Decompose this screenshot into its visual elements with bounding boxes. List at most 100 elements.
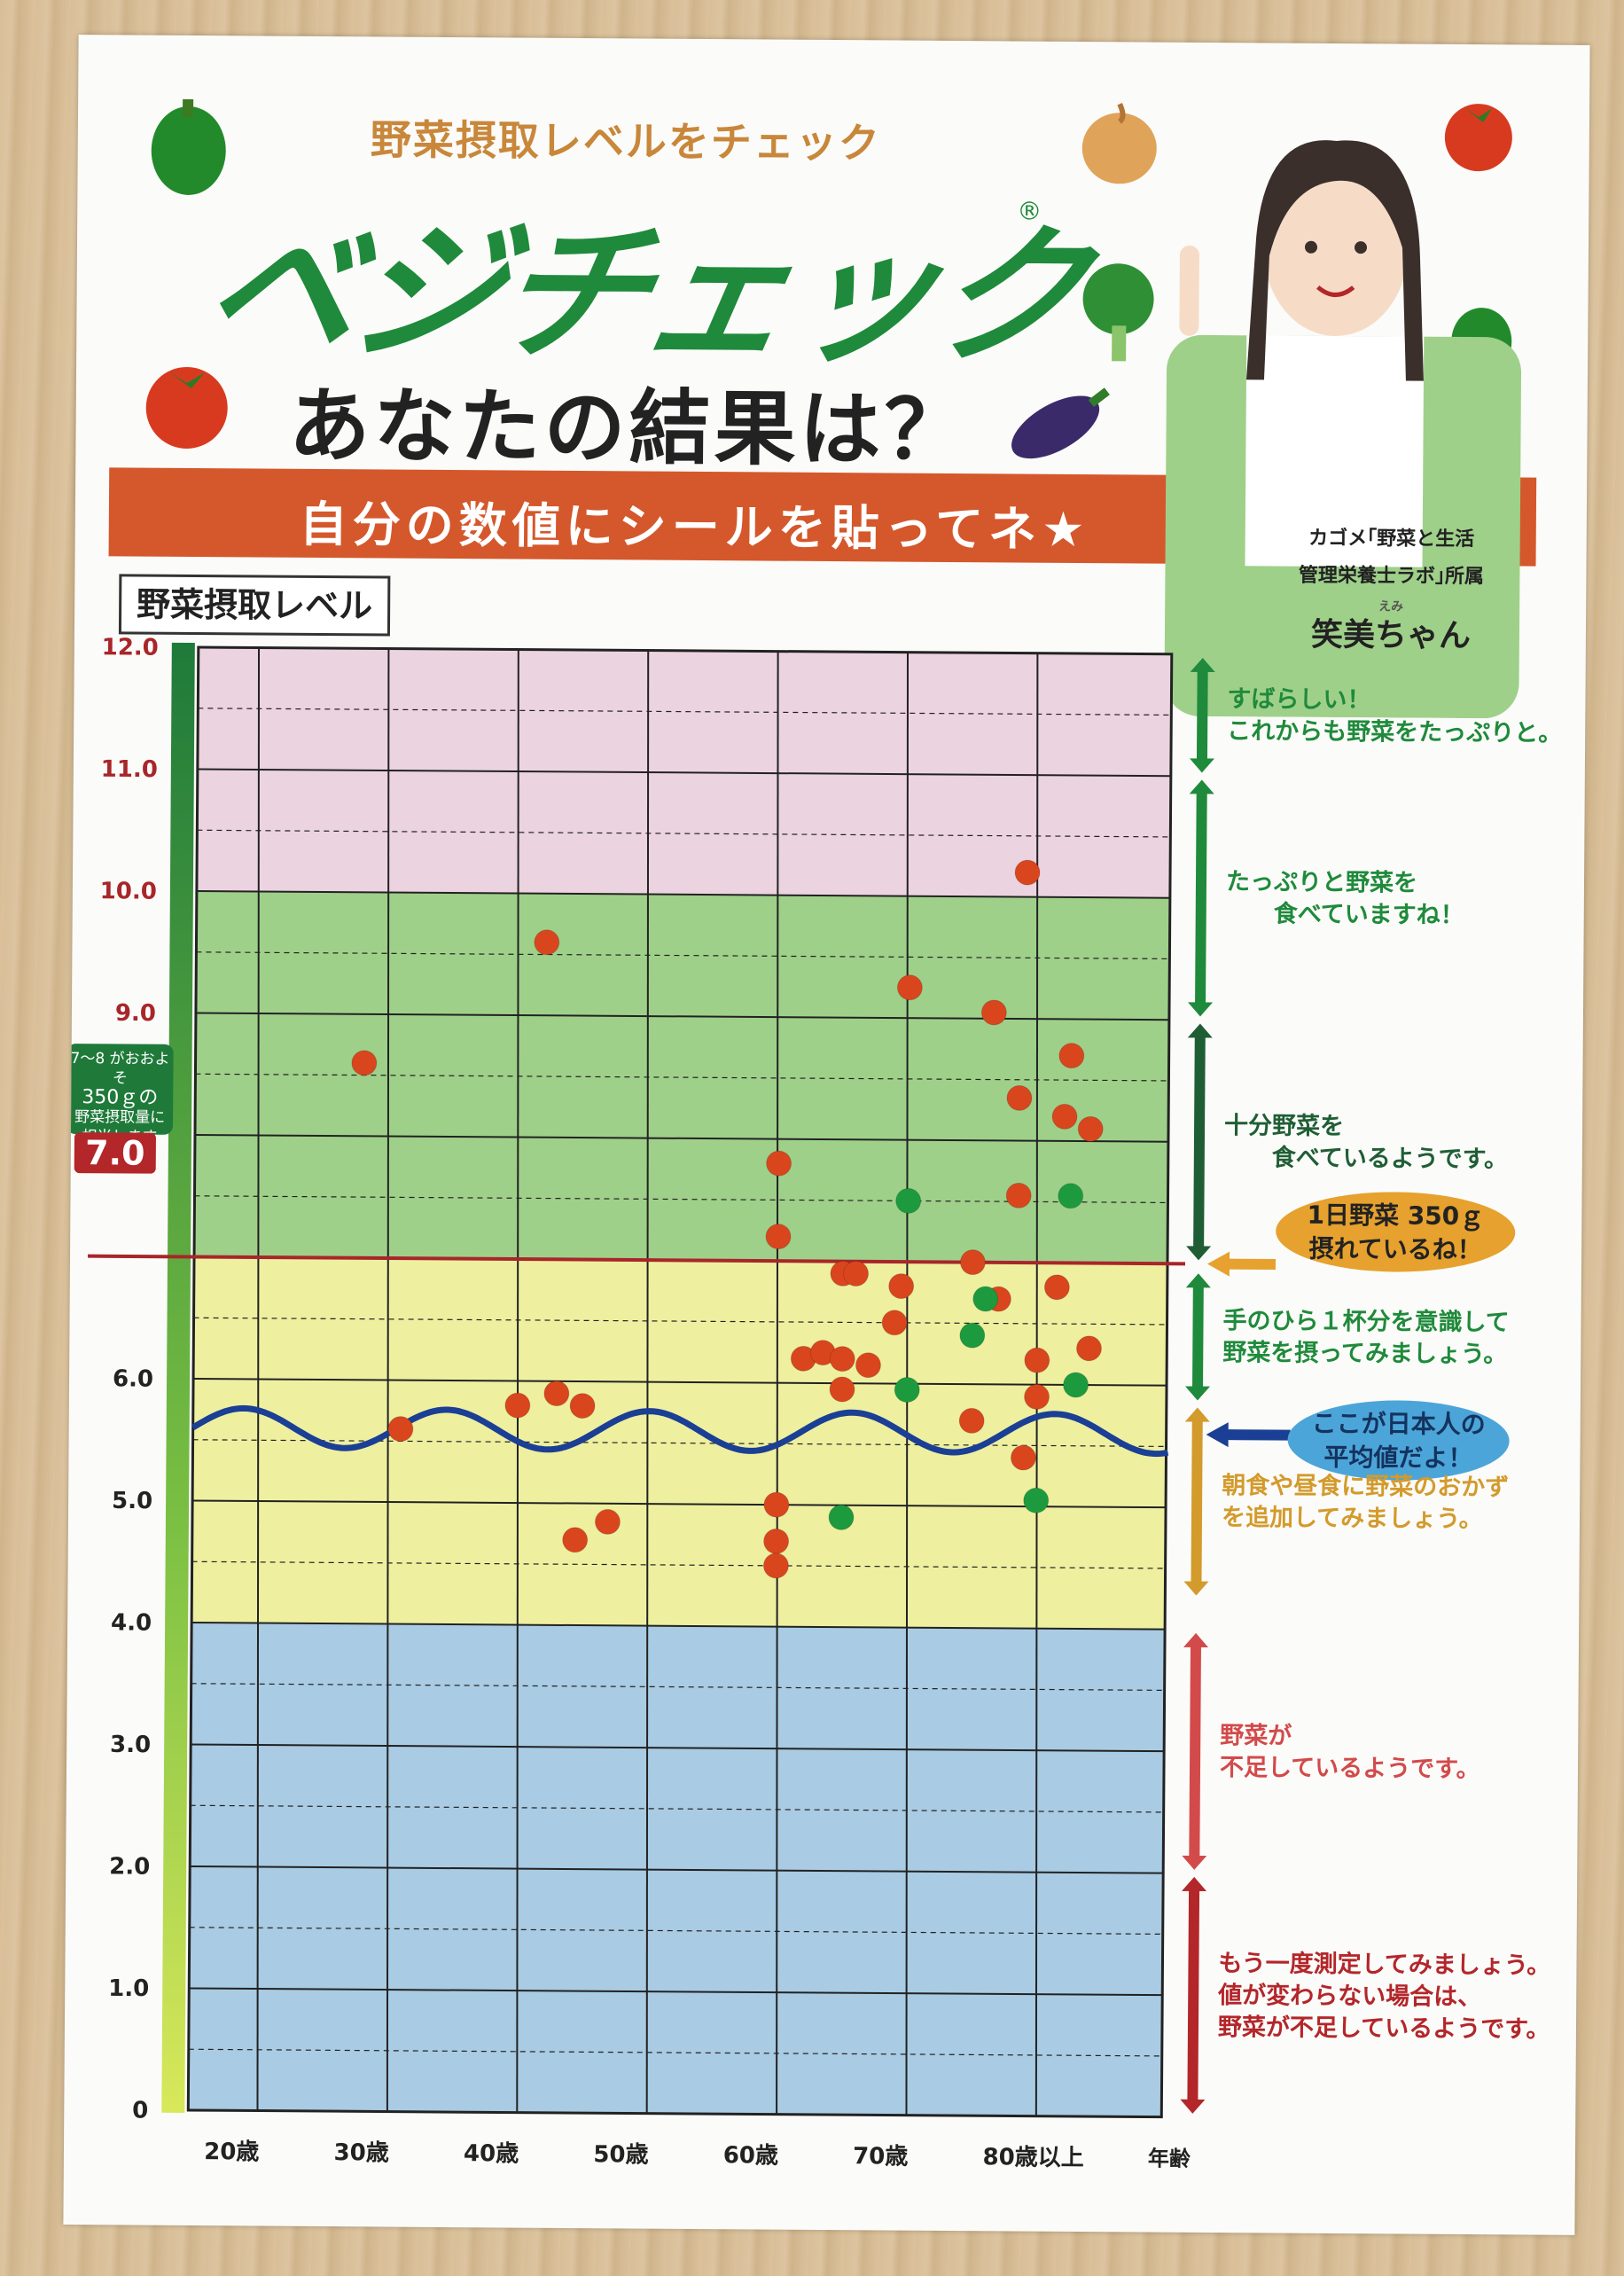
onion-icon [1081,103,1157,184]
sticker-dot [1075,1335,1102,1362]
grid-line-horizontal [189,1927,1163,1936]
x-tick-label: 70歳 [853,2143,908,2170]
sticker-dot [543,1380,570,1407]
range-message: 十分野菜を 食べているようです。 [1223,1112,1509,1174]
sticker-dot [1006,1084,1033,1111]
y-tick-label: 12.0 [102,634,159,661]
sticker-dot [1005,1182,1032,1208]
x-axis-title: 年齢 [1148,2147,1191,2171]
range-message: 手のひら１杯分を意識して 野菜を摂ってみましょう。 [1222,1307,1510,1369]
x-tick-label: 60歳 [723,2142,778,2169]
range-arrow-shaft [1187,1887,1200,2103]
grid-line-vertical [256,647,261,2111]
bubble-average-line-1: ここが日本人の [1311,1408,1486,1440]
range-arrow-head-down [1186,1246,1212,1261]
range-arrow-shaft [1191,1418,1203,1585]
sticker-dot [958,1407,985,1434]
y-tick-label: 10.0 [100,878,157,904]
level-band [191,1256,1167,1630]
broccoli-icon [1082,263,1154,362]
y-tick-label: 4.0 [111,1609,152,1636]
bubble-350g-line-2: 摂れているね！ [1308,1233,1482,1265]
poster-sheet: 野菜摂取レベルをチェック ベジチェック ® あなたの結果は？ 自分の数値にシール… [63,35,1590,2235]
grid-line-horizontal [190,1804,1164,1813]
tomato-icon [1444,104,1512,172]
y-tick-label: 3.0 [110,1732,151,1758]
average-wave-line [191,1404,1169,1458]
sticker-dot [387,1416,414,1443]
arrow-to-average [1206,1422,1291,1448]
sticker-dot [895,1187,922,1214]
grid-line-horizontal [194,1134,1168,1143]
sticker-dot [1024,1347,1050,1373]
sticker-dot [594,1508,621,1535]
arrow-to-350g [1206,1251,1277,1277]
grid-line-horizontal [197,768,1171,778]
range-arrow-head-up [1185,1273,1211,1288]
range-arrow-head-down [1180,2099,1206,2114]
y-tick-label: 1.0 [108,1975,149,2002]
bubble-average: ここが日本人の 平均値だよ！ [1287,1399,1510,1482]
sticker-dot [1043,1274,1070,1301]
sticker-dot [896,974,923,1001]
note-line-1: 7～8 がおおよそ [70,1050,170,1088]
sticker-dot [762,1553,789,1579]
sticker-dot [766,1150,792,1177]
grid-line-horizontal [189,1987,1163,1997]
tomato-icon [145,366,228,449]
sticker-dot [1014,859,1041,886]
sticker-dot [1063,1372,1089,1398]
grid-line-horizontal [191,1683,1165,1692]
sticker-dot [763,1528,790,1554]
range-message: たっぷりと野菜を 食べていますね！ [1225,868,1464,930]
grid-line-horizontal [194,1195,1168,1204]
range-message: 野菜が 不足しているようです。 [1219,1721,1480,1783]
sticker-dot [534,929,560,956]
grid-line-horizontal [190,1865,1164,1874]
grid-line-horizontal [193,1317,1167,1326]
green-pepper-icon [151,98,226,195]
sticker-dot [855,1352,881,1379]
plot-frame [186,645,1174,2119]
range-arrow-shaft [1196,668,1208,763]
sticker-dot [829,1376,855,1403]
green-amount-note: 7～8 がおおよそ 350ｇの 野菜摂取量に 相当します [66,1044,174,1146]
range-message: 朝食や昼食に野菜のおかず を追加してみましょう。 [1221,1471,1510,1533]
sticker-dot [1051,1103,1078,1130]
sticker-dot [972,1286,999,1312]
grid-line-horizontal [191,1622,1166,1631]
grid-line-horizontal [198,708,1172,716]
bubble-350g: 1日野菜 350ｇ 摂れているね！ [1275,1191,1516,1273]
sticker-dot [351,1050,378,1076]
range-arrow-shaft [1195,790,1207,1006]
character-illustration [1164,140,1522,719]
bubble-350g-line-1: 1日野菜 350ｇ [1307,1200,1485,1232]
sticker-dot [1058,1183,1084,1209]
sticker-dot [843,1260,870,1287]
sticker-dot [828,1504,855,1530]
grid-line-vertical [645,650,650,2114]
sticker-dot [569,1393,596,1420]
sticker-dot [1023,1487,1050,1513]
sticker-dot [980,999,1007,1026]
x-tick-label: 40歳 [464,2140,519,2167]
sticker-dot [562,1527,589,1553]
grid-line-vertical [776,651,779,2115]
line-350g [88,1254,1186,1266]
grid-line-horizontal [191,1743,1165,1753]
y-tick-label: 9.0 [115,1000,156,1027]
grid-line-horizontal [192,1499,1167,1509]
grid-line-horizontal [197,829,1171,838]
sticker-dot [894,1377,920,1404]
range-arrow-shaft [1193,1034,1206,1250]
level-axis-bar [161,642,195,2113]
sticker-dot [1010,1444,1036,1471]
grid-line-horizontal [196,890,1170,899]
range-arrow-head-down [1182,1855,1207,1870]
range-message: すばらしい！ これからも野菜をたっぷりと。 [1227,684,1563,747]
x-tick-label: 50歳 [593,2141,648,2168]
grid-line-horizontal [191,1560,1166,1569]
grid-line-horizontal [196,951,1170,960]
sticker-dot [829,1346,855,1373]
sticker-dot [959,1322,986,1349]
